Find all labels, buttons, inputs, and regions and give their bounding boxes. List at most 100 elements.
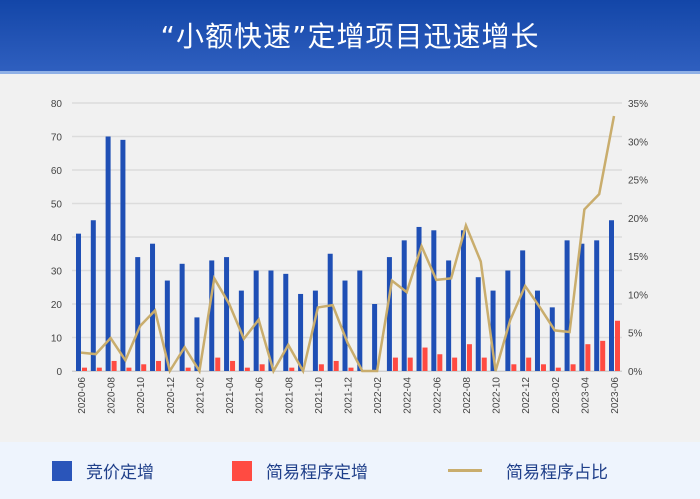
y2-tick-label: 15%	[628, 252, 648, 263]
x-tick-label: 2021-06	[255, 377, 266, 414]
x-tick-label: 2021-08	[284, 377, 295, 414]
bar-bidding	[609, 220, 614, 371]
legend-label: 竞价定增	[86, 463, 154, 483]
bar-bidding	[490, 290, 496, 371]
x-tick-label: 2022-04	[403, 377, 414, 414]
x-tick-label: 2020-12	[166, 377, 177, 414]
plot-area: 0 10 20 30 40 50 60 70 80 0% 5% 10% 15% 20% 25% 30% 35% 2…	[0, 74, 700, 442]
legend-label: 简易程序占比	[506, 463, 608, 483]
bar-simplified	[126, 367, 132, 371]
combo-chart: 0 10 20 30 40 50 60 70 80 0% 5% 10% 15% 20% 25% 30% 35% 2…	[51, 99, 648, 414]
y-tick-label: 0	[56, 367, 62, 378]
bar-simplified	[244, 367, 250, 371]
y-tick-label: 70	[51, 133, 63, 144]
x-tick-label: 2021-04	[225, 377, 236, 414]
bar-bidding	[475, 277, 481, 371]
bar-bidding	[90, 220, 96, 371]
y2-tick-label: 0%	[628, 367, 643, 378]
bar-bidding	[594, 240, 600, 371]
x-tick-label: 2021-12	[344, 377, 355, 414]
legend-label: 简易程序定增	[266, 463, 368, 483]
bar-simplified	[615, 320, 620, 371]
title-banner: “小额快速”定增项目迅速增长	[0, 0, 700, 74]
bar-simplified	[570, 364, 576, 371]
bar-bidding	[164, 280, 170, 371]
x-tick-label: 2023-06	[610, 377, 621, 414]
bar-bidding	[179, 263, 185, 371]
bar-simplified	[540, 364, 546, 371]
bar-bidding	[327, 253, 333, 371]
legend: 竞价定增 简易程序定增 简易程序占比	[0, 442, 700, 499]
bar-bidding	[120, 139, 126, 371]
bar-simplified	[185, 367, 191, 371]
x-tick-label: 2022-06	[432, 377, 443, 414]
bar-bidding	[342, 280, 348, 371]
bar-bidding	[401, 240, 407, 371]
legend-line-gold	[448, 469, 482, 472]
bar-bidding	[579, 243, 585, 371]
y-tick-label: 30	[51, 267, 63, 278]
bar-simplified	[333, 360, 339, 371]
bar-simplified	[289, 367, 295, 371]
x-tick-label: 2021-02	[195, 377, 206, 414]
x-tick-label: 2023-02	[551, 377, 562, 414]
y-tick-label: 60	[51, 166, 63, 177]
x-tick-label: 2023-04	[580, 377, 591, 414]
bar-bidding	[312, 290, 318, 371]
chart-title: “小额快速”定增项目迅速增长	[160, 20, 540, 53]
bar-bidding	[431, 230, 437, 371]
bar-simplified	[215, 357, 221, 371]
bar-bidding	[150, 243, 156, 371]
y2-tick-label: 5%	[628, 329, 643, 340]
bar-simplified	[600, 340, 606, 371]
bar-simplified	[511, 364, 517, 371]
bar-bidding	[549, 307, 555, 371]
bar-simplified	[259, 364, 265, 371]
bar-simplified	[96, 367, 102, 371]
bar-simplified	[481, 357, 487, 371]
bar-simplified	[526, 357, 532, 371]
bar-bidding	[386, 257, 392, 371]
bar-simplified	[392, 357, 398, 371]
bar-bidding	[283, 273, 289, 371]
x-tick-label: 2021-10	[314, 377, 325, 414]
y-tick-label: 50	[51, 200, 63, 211]
ratio-line	[80, 115, 616, 375]
y2-tick-label: 20%	[628, 214, 648, 225]
bar-bidding	[534, 290, 540, 371]
legend-item-bidding: 竞价定增	[52, 442, 154, 499]
bar-bidding	[505, 270, 511, 371]
y2-tick-label: 25%	[628, 176, 648, 187]
bar-bidding	[194, 317, 200, 371]
bar-bidding	[224, 257, 230, 371]
bar-bidding	[253, 270, 259, 371]
bar-bidding	[298, 293, 304, 371]
y2-tick-label: 10%	[628, 290, 648, 301]
bar-bidding	[460, 230, 466, 371]
bar-simplified	[555, 367, 561, 371]
bar-bidding	[416, 226, 422, 371]
x-tick-label: 2020-08	[107, 377, 118, 414]
y-tick-label: 40	[51, 233, 63, 244]
legend-swatch-red	[232, 460, 252, 481]
bar-bidding	[135, 257, 141, 371]
bar-simplified	[141, 364, 147, 371]
legend-swatch-blue	[52, 460, 72, 481]
bar-bidding	[268, 270, 274, 371]
y2-tick-label: 35%	[628, 99, 648, 110]
bar-simplified	[111, 360, 117, 371]
bar-simplified	[452, 357, 458, 371]
bar-simplified	[318, 364, 324, 371]
bar-simplified	[466, 344, 472, 371]
bar-simplified	[407, 357, 413, 371]
x-tick-label: 2022-10	[492, 377, 503, 414]
y2-tick-label: 30%	[628, 137, 648, 148]
bar-simplified	[156, 360, 162, 371]
bar-bidding	[357, 270, 363, 371]
bar-bidding	[564, 240, 570, 371]
x-tick-label: 2022-08	[462, 377, 473, 414]
bar-bidding	[446, 260, 452, 371]
x-tick-label: 2022-02	[373, 377, 384, 414]
bar-simplified	[422, 347, 428, 371]
x-tick-label: 2022-12	[521, 377, 532, 414]
